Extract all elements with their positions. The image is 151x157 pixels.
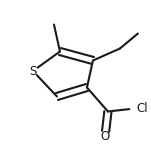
Text: Cl: Cl [136,102,148,115]
Text: S: S [29,65,37,78]
Text: O: O [100,130,110,143]
